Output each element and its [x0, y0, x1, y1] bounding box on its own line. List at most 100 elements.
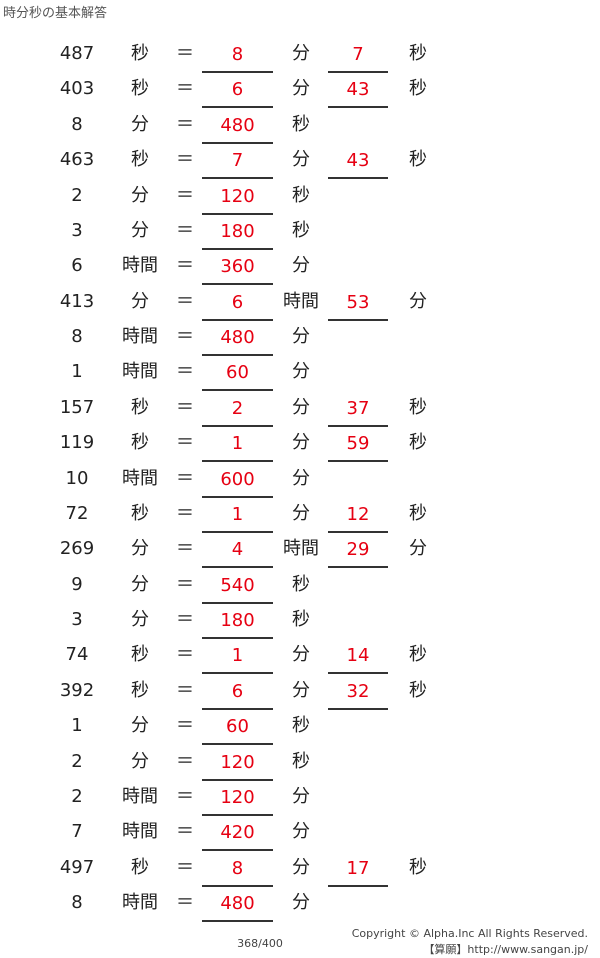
- equals-sign: ＝: [176, 892, 194, 913]
- given-unit: 分: [131, 113, 149, 135]
- problem-row: 8 分 ＝ 480 秒: [0, 107, 600, 144]
- copyright: Copyright © Alpha.Inc All Rights Reserve…: [351, 927, 588, 940]
- answer-unit-1: 分: [292, 892, 310, 913]
- answer-1: 480: [202, 886, 273, 922]
- answer-1: 2: [202, 391, 273, 427]
- answer-1: 1: [202, 426, 273, 463]
- answer-unit-1: 秒: [292, 715, 310, 737]
- answer-unit-2: 秒: [409, 502, 427, 524]
- answer-1: 480: [202, 108, 273, 144]
- answer-unit-1: 分: [292, 78, 310, 100]
- equals-sign: ＝: [176, 290, 194, 312]
- given-value: 3: [71, 219, 83, 241]
- given-unit: 分: [131, 750, 149, 772]
- given-unit: 秒: [131, 856, 149, 878]
- answer-unit-2: 秒: [409, 396, 427, 418]
- answer-1: 360: [202, 249, 273, 286]
- answer-1: 6: [202, 72, 273, 109]
- given-value: 487: [59, 43, 95, 64]
- answer-2: 43: [328, 72, 388, 109]
- answer-unit-1: 分: [292, 326, 310, 347]
- equals-sign: ＝: [176, 538, 194, 560]
- problem-row: 463 秒 ＝ 7 分 43 秒: [0, 142, 600, 180]
- problem-row: 2 分 ＝ 120 秒: [0, 178, 600, 215]
- answer-1: 600: [202, 462, 273, 498]
- answer-unit-1: 分: [292, 255, 310, 277]
- given-unit: 秒: [131, 396, 149, 418]
- given-value: 6: [71, 255, 83, 277]
- problem-row: 392 秒 ＝ 6 分 32 秒: [0, 673, 600, 710]
- equals-sign: ＝: [176, 856, 194, 878]
- answer-unit-1: 分: [292, 361, 310, 383]
- given-value: 8: [71, 113, 83, 135]
- answer-1: 1: [202, 497, 273, 533]
- answer-unit-1: 分: [292, 856, 310, 878]
- equals-sign: ＝: [176, 361, 194, 383]
- answer-2: 14: [328, 638, 388, 675]
- answer-unit-1: 時間: [283, 538, 319, 560]
- answer-unit-1: 秒: [292, 219, 310, 241]
- answer-unit-1: 分: [292, 679, 310, 701]
- problem-row: 10 時間 ＝ 600 分: [0, 461, 600, 498]
- given-unit: 分: [131, 290, 149, 312]
- given-unit: 秒: [131, 149, 149, 171]
- equals-sign: ＝: [176, 184, 194, 206]
- answer-unit-2: 秒: [409, 149, 427, 171]
- given-value: 157: [59, 396, 95, 418]
- problem-row: 413 分 ＝ 6 時間 53 分: [0, 284, 600, 321]
- equals-sign: ＝: [176, 609, 194, 630]
- answer-1: 180: [202, 214, 273, 250]
- problem-row: 119 秒 ＝ 1 分 59 秒: [0, 425, 600, 463]
- answer-1: 60: [202, 355, 273, 392]
- given-value: 463: [59, 149, 95, 171]
- equals-sign: ＝: [176, 467, 194, 489]
- given-unit: 時間: [122, 821, 158, 843]
- given-unit: 時間: [122, 255, 158, 277]
- given-value: 1: [71, 715, 83, 737]
- given-value: 119: [59, 432, 95, 454]
- equals-sign: ＝: [176, 785, 194, 807]
- answer-unit-1: 分: [292, 432, 310, 454]
- given-value: 269: [59, 538, 95, 560]
- problem-row: 269 分 ＝ 4 時間 29 分: [0, 531, 600, 569]
- answer-unit-1: 秒: [292, 113, 310, 135]
- page-title: 時分秒の基本解答: [3, 6, 108, 21]
- given-unit: 秒: [131, 644, 149, 666]
- given-unit: 分: [131, 184, 149, 206]
- given-unit: 分: [131, 219, 149, 241]
- given-value: 8: [71, 326, 83, 347]
- given-unit: 秒: [131, 78, 149, 100]
- problem-row: 157 秒 ＝ 2 分 37 秒: [0, 390, 600, 427]
- given-unit: 分: [131, 609, 149, 630]
- problem-row: 72 秒 ＝ 1 分 12 秒: [0, 496, 600, 533]
- given-unit: 分: [131, 573, 149, 595]
- equals-sign: ＝: [176, 715, 194, 737]
- site-url: 【算願】http://www.sangan.jp/: [423, 943, 588, 956]
- problem-row: 2 時間 ＝ 120 分: [0, 779, 600, 816]
- equals-sign: ＝: [176, 255, 194, 277]
- problem-row: 8 時間 ＝ 480 分: [0, 319, 600, 356]
- equals-sign: ＝: [176, 502, 194, 524]
- equals-sign: ＝: [176, 821, 194, 843]
- given-unit: 分: [131, 538, 149, 560]
- answer-unit-1: 時間: [283, 290, 319, 312]
- given-value: 2: [71, 785, 83, 807]
- equals-sign: ＝: [176, 679, 194, 701]
- given-value: 2: [71, 750, 83, 772]
- given-unit: 分: [131, 715, 149, 737]
- problem-row: 6 時間 ＝ 360 分: [0, 248, 600, 286]
- equals-sign: ＝: [176, 219, 194, 241]
- equals-sign: ＝: [176, 644, 194, 666]
- equals-sign: ＝: [176, 326, 194, 347]
- problem-row: 3 分 ＝ 180 秒: [0, 602, 600, 639]
- answer-unit-2: 分: [409, 290, 427, 312]
- answer-1: 4: [202, 532, 273, 569]
- given-value: 497: [59, 856, 95, 878]
- page-number: 368/400: [237, 937, 283, 950]
- equals-sign: ＝: [176, 43, 194, 64]
- answer-2: 32: [328, 674, 388, 710]
- answer-1: 1: [202, 638, 273, 675]
- answer-unit-2: 秒: [409, 679, 427, 701]
- answer-2: 17: [328, 851, 388, 887]
- problem-row: 8 時間 ＝ 480 分: [0, 885, 600, 922]
